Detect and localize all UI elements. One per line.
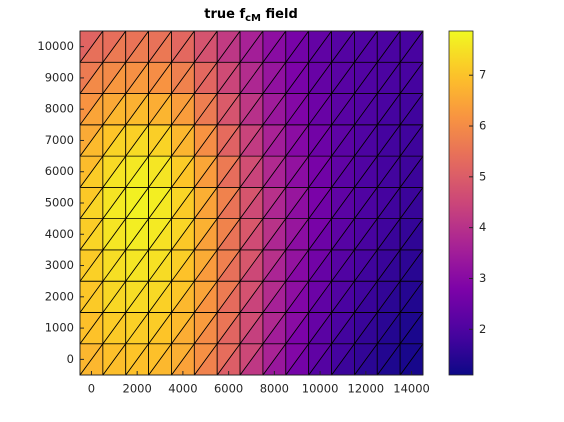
y-tick-label: 7000 <box>45 133 74 147</box>
x-tick-label: 0 <box>88 382 95 396</box>
y-tick-label: 1000 <box>45 321 74 335</box>
colorbar <box>448 30 474 376</box>
x-tick-label: 8000 <box>260 382 289 396</box>
x-tick-label: 12000 <box>348 382 385 396</box>
x-tick-label: 6000 <box>214 382 243 396</box>
colorbar-tick-label: 4 <box>479 220 486 234</box>
colorbar-tick-label: 6 <box>479 119 486 133</box>
colorbar-tick-label: 3 <box>479 271 486 285</box>
y-tick-label: 6000 <box>45 164 74 178</box>
y-tick-label: 2000 <box>45 289 74 303</box>
title-subscript: cM <box>245 13 261 24</box>
y-tick-label: 10000 <box>37 39 74 53</box>
x-tick-label: 14000 <box>393 382 430 396</box>
y-tick-label: 8000 <box>45 102 74 116</box>
title-rest: field <box>261 7 298 22</box>
y-tick-label: 3000 <box>45 258 74 272</box>
y-tick-label: 9000 <box>45 70 74 84</box>
colorbar-tick-label: 2 <box>479 322 486 336</box>
y-tick-label: 0 <box>67 352 74 366</box>
y-tick-label: 5000 <box>45 196 74 210</box>
title-main: true f <box>204 7 245 22</box>
x-tick-label: 10000 <box>302 382 339 396</box>
colorbar-tick-label: 7 <box>479 68 486 82</box>
y-tick-label: 4000 <box>45 227 74 241</box>
x-tick-label: 4000 <box>168 382 197 396</box>
colorbar-tick-label: 5 <box>479 169 486 183</box>
chart-title: true fcM field <box>204 7 298 25</box>
x-tick-label: 2000 <box>123 382 152 396</box>
